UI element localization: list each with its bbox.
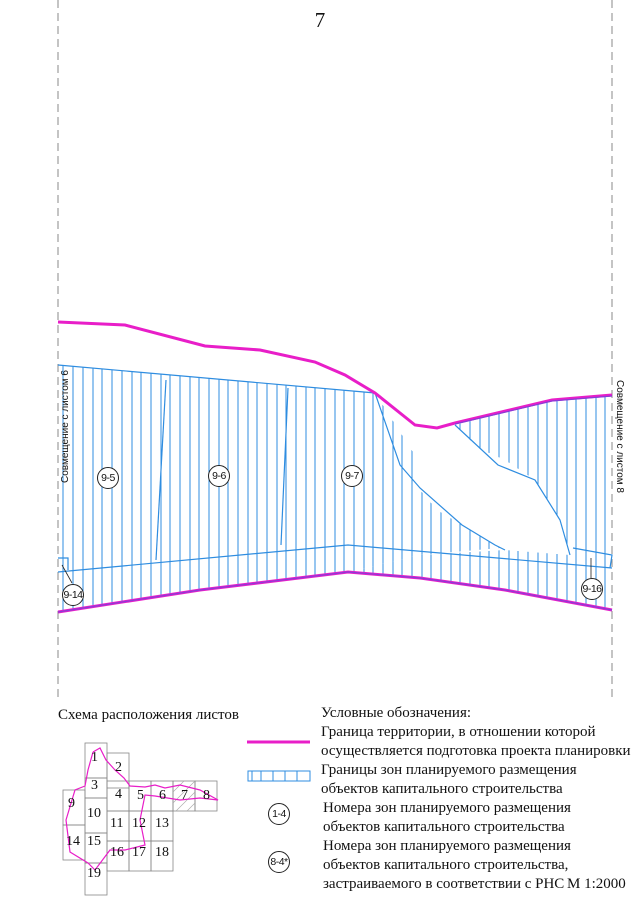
sheet-number: 10 bbox=[87, 806, 101, 821]
legend-hatched-zone-icon bbox=[247, 770, 311, 782]
sheet-number: 6 bbox=[159, 788, 166, 803]
sheet-number: 2 bbox=[115, 760, 122, 775]
sheet-number: 11 bbox=[110, 816, 124, 831]
sheet-number: 1 bbox=[91, 750, 98, 765]
zone-badge: 9-16 bbox=[581, 578, 603, 600]
page-number: 7 bbox=[314, 8, 326, 32]
zone-badge: 9-5 bbox=[97, 467, 119, 489]
zone-badge: 9-6 bbox=[208, 465, 230, 487]
legend-badge-icon: 1-4 bbox=[268, 803, 290, 825]
legend-item-zone-numbers: Номера зон планируемого размещения объек… bbox=[323, 800, 571, 835]
sheet-number: 7 bbox=[181, 788, 188, 803]
sheet-number: 12 bbox=[132, 816, 146, 831]
sheet-number: 5 bbox=[137, 788, 144, 803]
sheet-number: 16 bbox=[110, 845, 124, 860]
legend-item-zone-numbers-rns: Номера зон планируемого размещения объек… bbox=[323, 838, 571, 892]
legend-item-zones: Границы зон планируемого размещения объе… bbox=[321, 762, 577, 797]
zone-badge: 9-14 bbox=[62, 584, 84, 606]
schema-territory-outline bbox=[65, 747, 219, 871]
legend-badge-rns-icon: 8-4* bbox=[268, 851, 290, 873]
sheet-number: 19 bbox=[87, 866, 101, 881]
sheet-number: 13 bbox=[155, 816, 169, 831]
sheet-number: 14 bbox=[66, 834, 80, 849]
map-scale: М 1:2000 bbox=[567, 876, 626, 892]
zone-badge: 9-7 bbox=[341, 465, 363, 487]
sheet-number: 17 bbox=[132, 845, 146, 860]
right-match-label: Совмещение с листом 8 bbox=[614, 380, 625, 493]
sheet-number: 18 bbox=[155, 845, 169, 860]
left-match-label: Совмещение с листом 6 bbox=[60, 370, 71, 483]
leader-9-14 bbox=[61, 564, 73, 584]
legend-item-territory: Граница территории, в отношении которой … bbox=[321, 724, 631, 759]
sheet-number: 8 bbox=[203, 788, 210, 803]
sheet-number: 4 bbox=[115, 787, 122, 802]
schema-title: Схема расположения листов bbox=[58, 707, 239, 723]
territory-boundary-line bbox=[57, 320, 613, 430]
legend-title: Условные обозначения: bbox=[321, 705, 472, 721]
sheet-number: 9 bbox=[68, 796, 75, 811]
sheet-number: 15 bbox=[87, 834, 101, 849]
sheet-number: 3 bbox=[91, 778, 98, 793]
